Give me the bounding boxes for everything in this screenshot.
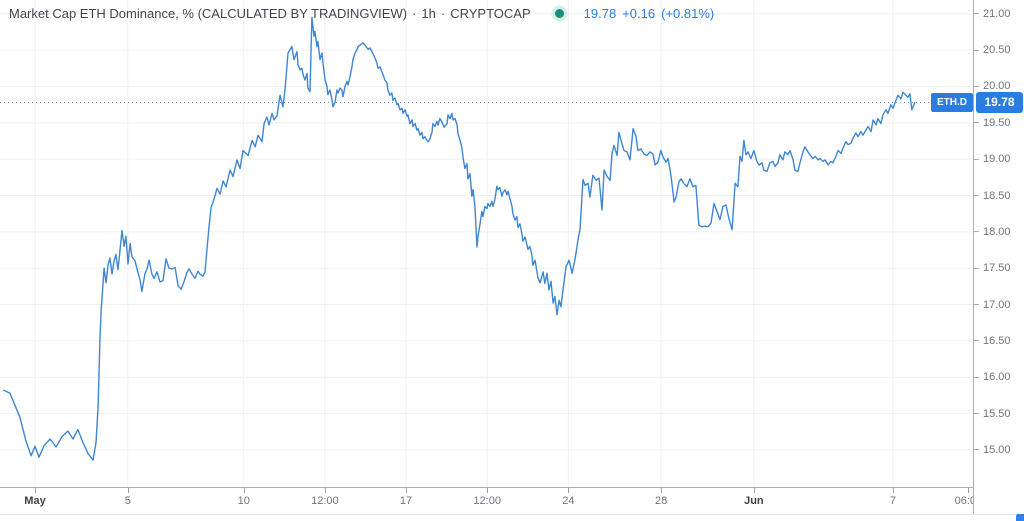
separator-dot: · (412, 5, 417, 21)
chart-canvas[interactable] (0, 0, 973, 487)
axis-bottom-edge (0, 514, 1024, 515)
exchange-label: CRYPTOCAP (450, 5, 531, 21)
eth-dominance-line (3, 16, 916, 461)
price-change-value: +0.16 (622, 5, 656, 21)
time-tick-mark (753, 488, 755, 493)
corner-blue-button[interactable] (1016, 512, 1024, 521)
price-change-percent: (+0.81%) (661, 5, 715, 21)
time-tick-label: 5 (124, 495, 131, 507)
price-tick-label: 21.00 (983, 7, 1011, 20)
price-tick-label: 20.00 (983, 80, 1011, 93)
price-tick-label: 15.00 (983, 443, 1011, 456)
symbol-source: (CALCULATED BY TRADINGVIEW) (197, 5, 408, 21)
time-tick-label: 7 (889, 495, 897, 507)
time-tick-mark (406, 488, 408, 493)
price-tick-mark (974, 304, 979, 306)
price-tick-mark (974, 49, 979, 51)
price-tick-label: 18.50 (983, 189, 1011, 202)
time-tick-label: May (24, 495, 46, 507)
time-tick-mark (487, 488, 489, 493)
price-tick-label: 19.00 (983, 153, 1011, 166)
time-tick-mark (968, 488, 970, 493)
price-tick-mark (974, 267, 979, 269)
price-tick-mark (974, 195, 979, 197)
price-tick-mark (974, 449, 979, 451)
time-tick-label: 12:00 (311, 495, 339, 507)
price-tick-label: 19.50 (983, 116, 1011, 129)
series-tag: ETH.D (931, 92, 973, 112)
price-tick-mark (974, 122, 979, 124)
symbol-title: Market Cap ETH Dominance, % (9, 5, 194, 21)
price-tick-mark (974, 13, 979, 15)
price-tick-mark (974, 413, 979, 415)
interval-label: 1h (421, 5, 436, 21)
price-tick-mark (974, 85, 979, 87)
price-axis[interactable]: 19.78 21.00 20.50 20.00 19.50 19.00 18.50 18.0… (973, 0, 1024, 514)
time-tick-label: 28 (654, 495, 668, 507)
time-tick-mark (243, 488, 245, 493)
price-tick-label: 18.00 (983, 225, 1011, 238)
time-tick-mark (324, 488, 326, 493)
last-price-tag: 19.78 (976, 91, 1023, 113)
price-tick-label: 15.50 (983, 407, 1011, 420)
time-tick-label: 06:00 (954, 495, 973, 507)
time-tick-label: 12:00 (473, 495, 501, 507)
market-status-icon (554, 8, 564, 18)
price-tick-mark (974, 158, 979, 160)
time-tick-mark (892, 488, 894, 493)
price-tick-label: 16.50 (983, 334, 1011, 347)
price-tick-label: 17.50 (983, 262, 1011, 275)
time-axis[interactable]: May 5 10 12:00 17 12:00 24 28 Jun 7 06:00 (0, 487, 973, 515)
price-tick-mark (974, 340, 979, 342)
time-tick-mark (568, 488, 570, 493)
separator-dot: · (440, 5, 446, 21)
time-tick-mark (35, 488, 36, 493)
symbol-legend[interactable]: Market Cap ETH Dominance, % (CALCULATED … (9, 4, 714, 22)
price-line-chart (0, 0, 973, 487)
time-tick-mark (127, 488, 129, 493)
price-tick-label: 16.00 (983, 371, 1011, 384)
last-price-value: 19.78 (583, 5, 617, 21)
time-tick-label: 10 (237, 495, 250, 507)
time-tick-label: 24 (562, 495, 575, 507)
price-tick-mark (974, 376, 979, 378)
time-tick-mark (661, 488, 663, 493)
price-tick-label: 17.00 (983, 298, 1011, 311)
time-tick-label: Jun (744, 495, 764, 507)
price-tick-mark (974, 231, 979, 233)
time-tick-label: 17 (399, 495, 413, 507)
price-tick-label: 20.50 (983, 44, 1011, 57)
